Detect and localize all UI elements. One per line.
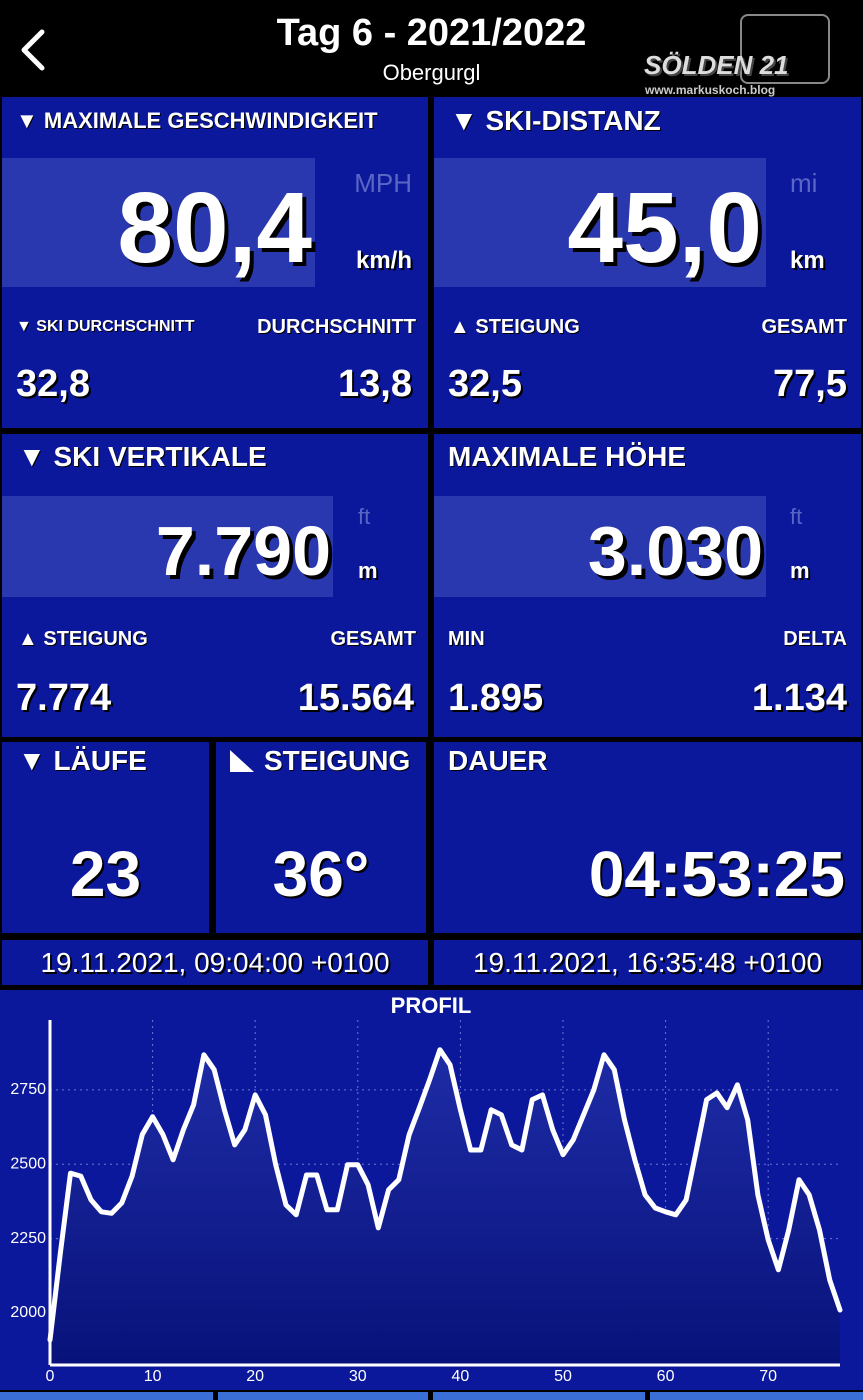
stat-value: 32,8 (16, 363, 90, 405)
panel (434, 742, 861, 933)
stat-value: 15.564 (297, 677, 414, 719)
unit-alt: mi (790, 168, 818, 198)
profile-chart: PROFIL 2000 2250 2500 2750 0 10 20 30 40 50 60 70 (0, 990, 863, 1390)
unit: m (790, 558, 810, 583)
date-bar (434, 940, 861, 985)
start-time: 19.11.2021, 09:04:00 +0100 (40, 947, 390, 978)
panel-title: STEIGUNG (264, 745, 411, 776)
back-arrow (21, 29, 45, 71)
profile-line (47, 1047, 843, 1343)
value-box (434, 158, 766, 287)
stat-label: ▲ STEIGUNG (450, 316, 580, 338)
panel-value: 45,0 (567, 172, 762, 284)
x-tick-label: 40 (451, 1368, 469, 1385)
panel (216, 742, 426, 933)
y-tick-label: 2750 (10, 1081, 46, 1098)
panel-value: 04:53:25 (588, 838, 845, 910)
value-box (2, 158, 315, 287)
panel-title: ▼ SKI VERTIKALE (18, 441, 267, 472)
panel-title: ▼ SKI-DISTANZ (450, 105, 661, 136)
stat-value: 32,5 (448, 363, 522, 405)
panel-title: DAUER (448, 745, 548, 776)
panel-value: 80,4 (117, 172, 312, 284)
stat-label: ▲ STEIGUNG (18, 628, 148, 650)
panel-title: MAXIMALE HÖHE (448, 441, 686, 472)
stat-label: DURCHSCHNITT (257, 316, 416, 338)
stat-value: 13,8 (338, 363, 412, 405)
stat-label: GESAMT (761, 316, 847, 338)
slope-icon (230, 750, 254, 772)
stat-value: 77,5 (773, 363, 847, 405)
x-tick-label: 10 (144, 1368, 162, 1385)
panel-title: ▼ MAXIMALE GESCHWINDIGKEIT (16, 108, 378, 133)
unit-alt: ft (358, 504, 371, 529)
watermark-url: www.markuskoch.blog (645, 83, 776, 97)
stat-value: 1.134 (751, 677, 847, 719)
stat-label: ▼ SKI DURCHSCHNITT (16, 318, 195, 335)
back-button[interactable] (18, 28, 48, 72)
y-tick-label: 2000 (10, 1304, 46, 1321)
panel (2, 742, 209, 933)
panel-value: 36° (272, 838, 370, 910)
x-tick-label: 30 (349, 1368, 367, 1385)
panel-title: ▼ LÄUFE (18, 745, 147, 776)
y-tick-label: 2250 (10, 1230, 46, 1247)
date-bar (2, 940, 428, 985)
unit-alt: ft (790, 504, 803, 529)
value-box (2, 496, 333, 597)
tab[interactable] (0, 1392, 213, 1400)
x-tick-label: 50 (554, 1368, 572, 1385)
tab[interactable] (433, 1392, 645, 1400)
end-time: 19.11.2021, 16:35:48 +0100 (472, 947, 823, 978)
stat-label: DELTA (783, 628, 847, 650)
unit-alt: MPH (354, 168, 412, 198)
x-tick-label: 60 (657, 1368, 675, 1385)
stat-label: GESAMT (330, 628, 416, 650)
panel-value: 3.030 (587, 512, 763, 590)
stat-label: MIN (448, 628, 485, 650)
stat-value: 7.774 (16, 677, 112, 719)
watermark-frame (740, 14, 830, 84)
page-subtitle: Obergurgl (382, 60, 481, 85)
stat-value: 1.895 (448, 677, 544, 719)
x-tick-label: 0 (46, 1368, 55, 1385)
page-title: Tag 6 - 2021/2022 (276, 12, 587, 54)
tab[interactable] (218, 1392, 428, 1400)
panel-value: 7.790 (155, 512, 331, 590)
chart-title: PROFIL (391, 993, 472, 1018)
x-tick-label: 20 (246, 1368, 264, 1385)
unit: m (358, 558, 378, 583)
tab[interactable] (650, 1392, 863, 1400)
unit: km/h (355, 247, 412, 274)
panel-value: 23 (69, 838, 142, 910)
value-box (434, 496, 766, 597)
y-tick-label: 2500 (10, 1155, 46, 1172)
unit: km (790, 247, 825, 274)
watermark: SÖLDEN 21 (644, 50, 789, 80)
x-tick-label: 70 (759, 1368, 777, 1385)
